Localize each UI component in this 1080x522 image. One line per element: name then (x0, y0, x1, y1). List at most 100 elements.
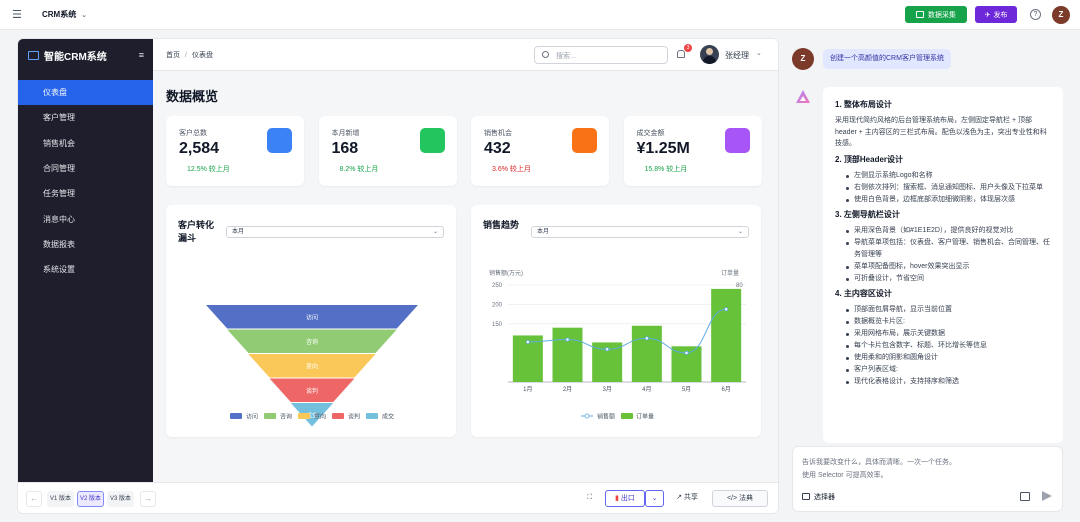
user-avatar[interactable] (700, 45, 719, 64)
sales-period-select[interactable]: 本月 ⌄ (531, 226, 749, 238)
bar-mark[interactable] (552, 327, 583, 382)
legend-swatch (366, 413, 378, 419)
chat-input[interactable]: 告诉我要改变什么，具体而清晰。一次一个任务。 使用 Selector 可提高效率… (792, 446, 1063, 512)
sidebar-item-3[interactable]: 销售机会 (43, 138, 75, 148)
line-point[interactable] (565, 337, 570, 342)
funnel-stage-label: 谈判 (306, 387, 318, 395)
legend-label[interactable]: 访问 (246, 413, 258, 421)
hamburger-menu-icon[interactable]: ☰ (12, 9, 22, 21)
line-point[interactable] (525, 339, 530, 344)
bell-icon[interactable] (677, 50, 685, 58)
sidebar-item-6[interactable]: 消息中心 (43, 214, 75, 224)
y-right-tick-label: 80 (736, 283, 743, 289)
user-message: 创建一个高颜值的CRM客户管理系统 (823, 49, 951, 69)
legend-label[interactable]: 订单量 (636, 413, 654, 421)
stat-change: 15.8% 较上月 (644, 166, 688, 173)
code-button[interactable]: </> 法典 (712, 490, 768, 507)
table-icon (916, 11, 924, 18)
version-v3[interactable]: V3 版本 (107, 491, 134, 507)
selector-label: 选择器 (814, 494, 835, 501)
line-series (527, 308, 727, 354)
y-tick-label: 250 (492, 283, 503, 289)
line-point[interactable] (644, 336, 649, 341)
breadcrumb-home[interactable]: 首页 (166, 52, 180, 59)
stat-value: 432 (484, 140, 511, 157)
legend-line-marker (584, 413, 590, 419)
funnel-stage[interactable] (269, 378, 355, 403)
line-point[interactable] (605, 347, 610, 352)
bullet-item: 每个卡片包含数字、标题、环比增长等信息 (845, 340, 1051, 352)
line-point[interactable] (684, 350, 689, 355)
sidebar-item-7[interactable]: 数据报表 (43, 239, 75, 249)
account-avatar[interactable]: Z (1052, 6, 1070, 24)
ai-logo-icon (796, 90, 810, 103)
help-icon[interactable]: ? (1030, 9, 1041, 20)
sidebar-item-5[interactable]: 任务管理 (43, 189, 75, 199)
fullscreen-icon[interactable]: ⛶ (581, 490, 598, 507)
funnel-period-value: 本月 (232, 229, 245, 235)
selector-button[interactable]: 选择器 (802, 492, 835, 502)
send-icon[interactable] (1042, 491, 1052, 501)
stat-value: 168 (331, 140, 359, 157)
bar-mark[interactable] (711, 288, 742, 382)
section-paragraph: 采用现代简约风格的后台管理系统布局，左侧固定导航栏 + 顶部header + 主… (835, 117, 1047, 147)
sidebar-title: 智能CRM系统 (44, 51, 107, 63)
export-button[interactable]: ▮ 出口 (605, 490, 645, 507)
line-point[interactable] (724, 307, 729, 312)
sidebar-item-1[interactable]: 仪表盘 (18, 80, 153, 105)
legend-label[interactable]: 谈判 (348, 413, 360, 421)
legend-label[interactable]: 成交 (382, 413, 394, 421)
project-selector[interactable]: CRM系统 ⌄ (42, 9, 87, 20)
section-bullets: 采用深色背景（如#1E1E2D），提供良好的视觉对比 导航菜单项包括：仪表盘、客户… (845, 225, 1051, 285)
section-heading: 3. 左侧导航栏设计 (835, 209, 900, 219)
funnel-stage[interactable] (290, 403, 334, 427)
bar-mark[interactable] (631, 325, 662, 382)
sidebar-item-2[interactable]: 客户管理 (43, 113, 75, 123)
share-button[interactable]: ↗ 共享 (671, 490, 703, 507)
sidebar-item-8[interactable]: 系统设置 (43, 265, 75, 275)
preview-frame: 智能CRM系统 ≡ 仪表盘客户管理销售机会合同管理任务管理消息中心数据报表系统设… (17, 38, 779, 514)
user-name[interactable]: 张经理 (725, 51, 749, 60)
funnel-stage[interactable] (206, 305, 418, 329)
export-dropdown-icon[interactable]: ⌄ (645, 490, 664, 507)
preview-footer: ← V1 版本 V2 版本 V3 版本 → ⛶ ▮ 出口 ⌄ ↗ 共享 </> … (18, 482, 778, 513)
legend-swatch (621, 413, 633, 419)
sidebar-collapse-icon[interactable]: ≡ (138, 50, 144, 60)
page-title: 数据概览 (166, 89, 219, 104)
image-upload-icon[interactable] (1020, 492, 1030, 501)
y-tick-label: 150 (492, 322, 503, 328)
stat-icon (419, 128, 445, 153)
legend-label[interactable]: 咨询 (280, 413, 292, 421)
funnel-stage[interactable] (227, 329, 397, 354)
publish-button[interactable]: ✈ 发布 (975, 6, 1017, 23)
export-label: 出口 (620, 495, 635, 502)
bullet-item: 导航菜单项包括：仪表盘、客户管理、销售机会、合同管理、任务管理等 (845, 237, 1051, 261)
chevron-down-icon[interactable]: ⌄ (756, 50, 762, 57)
version-v2[interactable]: V2 版本 (77, 491, 104, 507)
funnel-panel: 访问 咨询 意向 谈判 成交 访问 咨询 意向 谈判 成交 客户转化漏斗 本月 ⌄ (166, 205, 456, 437)
sidebar-header: 智能CRM系统 ≡ (18, 39, 153, 71)
next-version-icon[interactable]: → (140, 491, 156, 507)
data-collect-label: 数据采集 (928, 11, 956, 19)
bullet-item: 客户列表区域: (845, 364, 1051, 376)
legend-label[interactable]: 销售额 (597, 413, 615, 421)
bullet-item: 采用网格布局，展示关键数据 (845, 328, 1051, 340)
bullet-item: 菜单项配备图标，hover效果突出显示 (845, 261, 1051, 273)
sales-panel: 销售额(万元) 订单量 150 200 250 80 1月 2月 3月 4月 5月 6月 销售额 订单量 … (471, 205, 761, 437)
chat-pane: Z 创建一个高颜值的CRM客户管理系统 1. 整体布局设计 采用现代简约风格的后台… (790, 38, 1070, 514)
data-collect-button[interactable]: 数据采集 (905, 6, 967, 23)
funnel-period-select[interactable]: 本月 ⌄ (226, 226, 444, 238)
legend-swatch (264, 413, 276, 419)
sidebar-item-4[interactable]: 合同管理 (43, 163, 75, 173)
version-v1[interactable]: V1 版本 (47, 491, 74, 507)
legend-label[interactable]: 意向 (314, 413, 326, 421)
legend-swatch (298, 413, 310, 419)
funnel-stage[interactable] (248, 354, 376, 378)
bullet-item: 左侧显示系统Logo和名称 (845, 170, 1051, 182)
stat-change: 3.6% 较上月 (492, 166, 531, 173)
prev-version-icon[interactable]: ← (26, 491, 42, 507)
stat-label: 成交金额 (636, 130, 665, 137)
x-tick-label: 1月 (523, 386, 532, 393)
search-box[interactable]: 搜索... (534, 46, 668, 64)
